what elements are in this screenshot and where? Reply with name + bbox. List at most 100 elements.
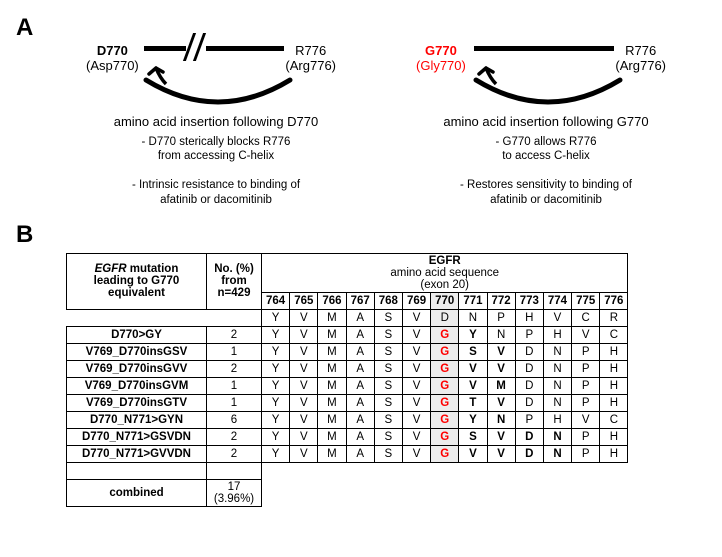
seq-cell: P <box>572 394 600 411</box>
table-row: V769_D770insGTV1YVMASVGTVDNPH <box>67 394 628 411</box>
seq-cell: H <box>543 411 571 428</box>
loop-arc-icon <box>468 76 628 116</box>
seq-cell: P <box>572 445 600 462</box>
seq-cell: N <box>487 326 515 343</box>
seq-cell: Y <box>459 326 487 343</box>
mutation-count: 2 <box>207 445 262 462</box>
seq-cell: V <box>402 377 430 394</box>
seq-cell: V <box>459 377 487 394</box>
seq-cell: G <box>431 411 459 428</box>
caption-right: amino acid insertion following G770 <box>416 114 676 129</box>
mutation-name: D770_N771>GSVDN <box>67 428 207 445</box>
seq-cell: S <box>374 428 402 445</box>
table-row: D770>GY2YVMASVGYNPHVC <box>67 326 628 343</box>
seq-cell: M <box>487 377 515 394</box>
mutation-count: 2 <box>207 326 262 343</box>
seq-cell: N <box>543 343 571 360</box>
mutation-name: V769_D770insGSV <box>67 343 207 360</box>
col-egfr-header: EGFR amino acid sequence (exon 20) <box>262 253 628 292</box>
combined-row: combined 17 (3.96%) <box>67 479 628 506</box>
seq-cell: M <box>318 445 346 462</box>
pos-769: 769 <box>402 292 430 309</box>
seq-cell: H <box>600 428 628 445</box>
mutation-count: 2 <box>207 428 262 445</box>
pos-772: 772 <box>487 292 515 309</box>
seq-cell: V <box>487 445 515 462</box>
loop-arc-icon <box>138 76 298 116</box>
seq-cell: P <box>572 377 600 394</box>
seq-cell: N <box>543 428 571 445</box>
seq-cell: H <box>600 445 628 462</box>
seq-cell: C <box>600 411 628 428</box>
seq-cell: S <box>374 411 402 428</box>
seq-cell: C <box>600 326 628 343</box>
pos-774: 774 <box>543 292 571 309</box>
wt-cell: H <box>515 309 543 326</box>
mutation-count: 6 <box>207 411 262 428</box>
seq-cell: A <box>346 343 374 360</box>
seq-cell: S <box>374 445 402 462</box>
header-row-1: EGFR mutation leading to G770 equivalent… <box>67 253 628 292</box>
seq-cell: H <box>600 343 628 360</box>
mutation-count: 2 <box>207 360 262 377</box>
mutation-name: V769_D770insGTV <box>67 394 207 411</box>
seq-cell: T <box>459 394 487 411</box>
seq-cell: H <box>600 360 628 377</box>
wt-cell: V <box>543 309 571 326</box>
residue-r776-left: R776 (Arg776) <box>285 44 336 74</box>
seq-cell: D <box>515 394 543 411</box>
diagram-right: G770 (Gly770) R776 (Arg776) amino acid i… <box>416 38 676 207</box>
seq-cell: H <box>600 394 628 411</box>
panel-a-diagrams: D770 (Asp770) R776 (Arg776) amino acid i… <box>86 38 706 207</box>
seq-cell: V <box>572 411 600 428</box>
seq-cell: P <box>515 326 543 343</box>
seq-cell: D <box>515 428 543 445</box>
seq-cell: V <box>487 343 515 360</box>
seq-cell: G <box>431 360 459 377</box>
seq-cell: M <box>318 394 346 411</box>
seq-cell: G <box>431 394 459 411</box>
panel-b-label: B <box>16 221 706 249</box>
table-row: D770_N771>GSVDN2YVMASVGSVDNPH <box>67 428 628 445</box>
seq-cell: V <box>290 394 318 411</box>
seq-cell: V <box>402 360 430 377</box>
seq-cell: V <box>290 377 318 394</box>
seq-cell: V <box>402 428 430 445</box>
seq-cell: Y <box>262 394 290 411</box>
seq-cell: N <box>543 445 571 462</box>
break-icon <box>183 33 206 61</box>
seq-cell: A <box>346 360 374 377</box>
pos-770: 770 <box>431 292 459 309</box>
seq-cell: D <box>515 445 543 462</box>
seq-cell: A <box>346 394 374 411</box>
seq-cell: A <box>346 411 374 428</box>
mutation-name: D770>GY <box>67 326 207 343</box>
seq-cell: V <box>290 326 318 343</box>
seq-cell: G <box>431 445 459 462</box>
table-row: V769_D770insGVM1YVMASVGVMDNPH <box>67 377 628 394</box>
seq-cell: S <box>374 394 402 411</box>
wt-cell: R <box>600 309 628 326</box>
seq-cell: H <box>543 326 571 343</box>
seq-cell: A <box>346 326 374 343</box>
table-row: D770_N771>GYN6YVMASVGYNPHVC <box>67 411 628 428</box>
seq-cell: M <box>318 343 346 360</box>
seq-cell: A <box>346 428 374 445</box>
combined-value: 17 (3.96%) <box>207 479 262 506</box>
seq-cell: V <box>487 428 515 445</box>
wt-cell: D <box>431 309 459 326</box>
seq-cell: V <box>402 343 430 360</box>
seq-cell: M <box>318 377 346 394</box>
table-row: D770_N771>GVVDN2YVMASVGVVDNPH <box>67 445 628 462</box>
mutation-name: V769_D770insGVM <box>67 377 207 394</box>
pos-776: 776 <box>600 292 628 309</box>
notes-left: - D770 sterically blocks R776 from acces… <box>86 135 346 207</box>
residue-r776-right: R776 (Arg776) <box>615 44 666 74</box>
seq-cell: Y <box>262 428 290 445</box>
seq-cell: A <box>346 377 374 394</box>
seq-cell: P <box>572 428 600 445</box>
table-row: V769_D770insGSV1YVMASVGSVDNPH <box>67 343 628 360</box>
seq-cell: P <box>572 360 600 377</box>
seq-cell: V <box>487 360 515 377</box>
seq-cell: V <box>290 411 318 428</box>
